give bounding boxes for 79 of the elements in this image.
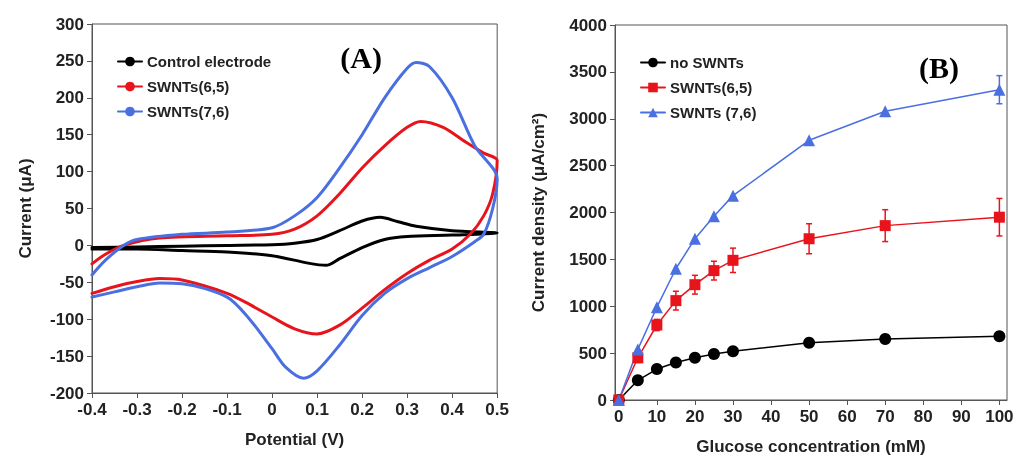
x-tick-label: 0.1 xyxy=(305,400,329,419)
line-series xyxy=(90,215,499,267)
legend-label: SWNTs(6,5) xyxy=(147,78,230,95)
point xyxy=(803,233,815,245)
x-tick-label: 30 xyxy=(723,407,743,426)
x-tick-label: 10 xyxy=(647,407,667,426)
y-tick-label: -200 xyxy=(49,383,84,403)
point xyxy=(669,356,682,369)
y-tick-label: 250 xyxy=(55,51,84,71)
point xyxy=(879,333,892,346)
x-axis-title: Glucose concentration (mM) xyxy=(696,437,926,456)
point xyxy=(708,265,720,277)
y-tick-label: 500 xyxy=(578,343,607,363)
point xyxy=(803,134,816,147)
point xyxy=(993,83,1006,96)
point xyxy=(631,374,644,387)
point xyxy=(650,363,663,376)
y-tick-label: 3000 xyxy=(569,109,607,129)
point xyxy=(726,189,739,202)
point xyxy=(650,301,663,314)
y-tick-label: 3500 xyxy=(569,62,607,82)
x-tick-label: -0.4 xyxy=(77,400,108,419)
y-tick-label: 0 xyxy=(74,235,84,255)
y-tick-label: 4000 xyxy=(569,15,607,35)
point xyxy=(726,345,739,358)
y-axis-title: Current density (μA/cm²) xyxy=(529,112,548,313)
y-tick-label: 150 xyxy=(55,125,84,145)
x-tick-label: 50 xyxy=(799,407,819,426)
x-tick-label: 60 xyxy=(837,407,857,426)
legend-label: Control electrode xyxy=(147,53,272,70)
y-tick-label: 200 xyxy=(55,88,84,108)
y-axis-title: Current (μA) xyxy=(16,158,35,259)
point xyxy=(707,348,720,361)
x-tick-label: -0.1 xyxy=(212,400,242,419)
point xyxy=(879,220,891,232)
legend-label: SWNTs (7,6) xyxy=(670,104,757,121)
y-tick-label: 2000 xyxy=(569,203,607,222)
point xyxy=(670,295,682,307)
point xyxy=(707,210,720,223)
point xyxy=(993,211,1005,223)
point xyxy=(631,343,644,356)
x-tick-label: 100 xyxy=(985,407,1014,426)
x-tick-label: 80 xyxy=(913,407,933,426)
y-tick-label: 1500 xyxy=(569,249,607,269)
x-tick-label: 40 xyxy=(761,407,781,426)
y-tick-label: 1000 xyxy=(569,296,607,316)
y-tick-label: -150 xyxy=(49,346,84,366)
x-tick-label: 20 xyxy=(685,407,705,426)
x-tick-label: -0.2 xyxy=(167,400,197,419)
x-tick-label: 0 xyxy=(614,407,624,426)
x-tick-label: 0 xyxy=(267,400,277,419)
point xyxy=(689,279,701,291)
x-tick-label: 0.5 xyxy=(485,400,509,419)
y-tick-label: 2500 xyxy=(569,156,607,176)
annotation: (A) xyxy=(340,40,383,75)
legend-label: SWNTs(6,5) xyxy=(670,79,753,96)
annotation: (B) xyxy=(919,50,960,85)
x-tick-label: 0.3 xyxy=(395,400,419,419)
point xyxy=(803,336,816,349)
x-tick-label: -0.3 xyxy=(122,400,152,419)
y-tick-label: -50 xyxy=(59,272,84,292)
y-tick-label: 100 xyxy=(55,162,84,182)
y-tick-label: -100 xyxy=(49,309,84,329)
point xyxy=(727,254,739,266)
legend-label: no SWNTs xyxy=(670,54,744,71)
point xyxy=(669,262,682,275)
point xyxy=(993,330,1006,343)
y-tick-label: 300 xyxy=(55,14,84,34)
legend-label: SWNTs(7,6) xyxy=(147,103,230,120)
point xyxy=(688,351,701,364)
line-series xyxy=(90,119,499,336)
x-tick-label: 90 xyxy=(951,407,971,426)
x-tick-label: 0.4 xyxy=(440,400,465,419)
x-tick-label: 0.2 xyxy=(350,400,374,419)
point xyxy=(688,232,701,245)
x-axis-title: Potential (V) xyxy=(245,430,345,449)
y-tick-label: 50 xyxy=(65,199,84,218)
x-tick-label: 70 xyxy=(875,407,895,426)
point xyxy=(879,105,892,118)
